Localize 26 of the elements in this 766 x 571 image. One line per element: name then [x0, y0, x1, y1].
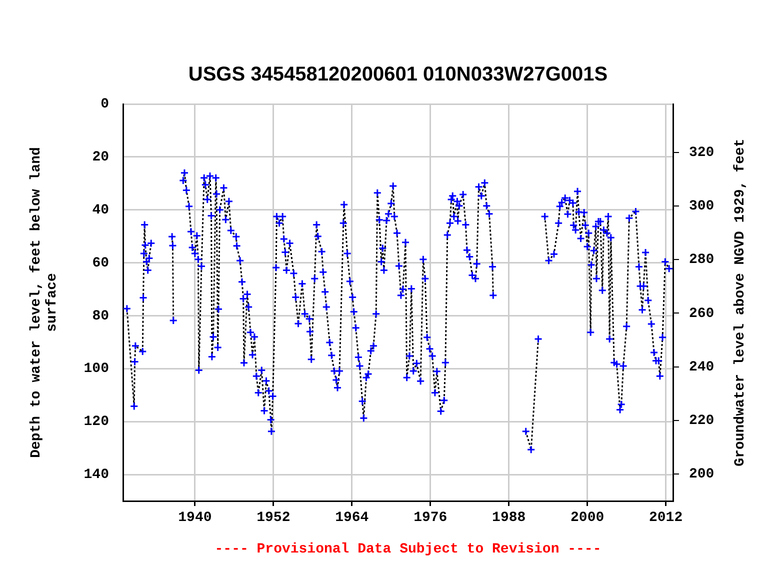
y-tick-label: 120 — [84, 414, 109, 430]
y2-tick-label: 260 — [689, 306, 714, 322]
y2-tick-label: 320 — [689, 144, 714, 161]
chart-title: USGS 345458120200601 010N033W27G001S — [188, 64, 608, 86]
y-tick-label: 140 — [84, 467, 109, 484]
y-tick-label: 40 — [92, 202, 109, 218]
text: ---- Provisional Data Subject to Revision ---- — [214, 542, 602, 558]
y2-tick-label: 220 — [689, 413, 714, 430]
x-tick-label: 1988 — [492, 510, 526, 526]
y2-tick-label: 200 — [689, 466, 714, 483]
x-tick-label: 1952 — [256, 510, 290, 526]
y-tick-label: 80 — [92, 308, 109, 324]
x-tick-label: 1964 — [335, 510, 369, 526]
y-tick-label: 60 — [92, 255, 109, 272]
y-axis-title: Depth to water level, feet below land surface — [28, 147, 61, 458]
y-tick-label: 100 — [84, 361, 109, 378]
y2-axis-title: Groundwater level above NGVD 1929, feet — [732, 138, 749, 466]
y2-tick-label: 240 — [689, 359, 714, 376]
x-tick-label: 2012 — [649, 510, 683, 526]
y2-tick-label: 300 — [689, 198, 714, 214]
y2-tick-label: 280 — [689, 252, 714, 268]
x-tick-label: 1940 — [178, 510, 212, 526]
y-tick-label: 0 — [100, 96, 109, 113]
x-tick-label: 1976 — [414, 510, 448, 526]
y-tick-label: 20 — [92, 149, 109, 166]
x-tick-label: 2000 — [570, 510, 604, 526]
